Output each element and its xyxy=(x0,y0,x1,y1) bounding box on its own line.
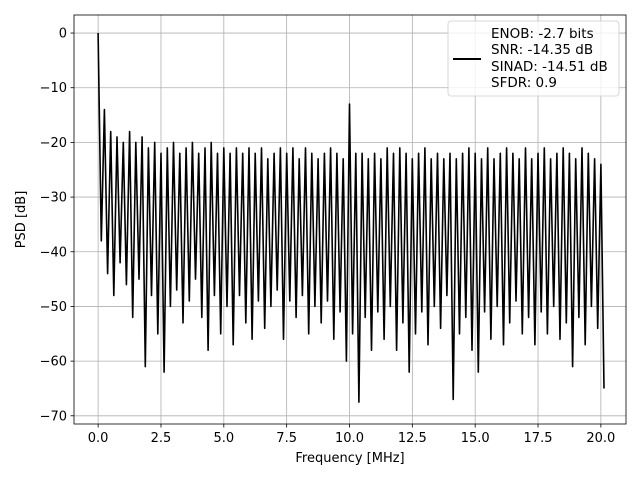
x-tick-label: 17.5 xyxy=(524,431,553,446)
y-tick-label: −70 xyxy=(40,409,67,424)
x-tick-label: 12.5 xyxy=(398,431,427,446)
x-tick-label: 0.0 xyxy=(88,431,109,446)
y-axis-ticks: 0 −10 −20 −30 −40 −50 −60 −70 xyxy=(40,27,74,424)
legend-box xyxy=(447,20,620,97)
y-tick-label: −30 xyxy=(40,191,67,206)
x-tick-label: 7.5 xyxy=(276,431,297,446)
legend-sinad: SINAD: -14.51 dB xyxy=(491,59,608,75)
x-tick-label: 10.0 xyxy=(335,431,364,446)
y-axis-label: PSD [dB] xyxy=(14,191,29,249)
plot-area xyxy=(97,32,605,403)
y-tick-label: −20 xyxy=(40,136,67,151)
legend-snr: SNR: -14.35 dB xyxy=(491,42,593,58)
x-axis-ticks: 0.0 2.5 5.0 7.5 10.0 12.5 15.0 17.5 20.0 xyxy=(88,424,615,446)
y-tick-label: −40 xyxy=(40,245,67,260)
psd-series-line xyxy=(97,32,605,403)
y-tick-label: −10 xyxy=(40,81,67,96)
legend-enob: ENOB: -2.7 bits xyxy=(491,26,594,42)
x-tick-label: 20.0 xyxy=(586,431,615,446)
y-tick-label: −60 xyxy=(40,355,67,370)
axes-frame xyxy=(73,14,627,425)
y-tick-label: −50 xyxy=(40,300,67,315)
legend-sfdr: SFDR: 0.9 xyxy=(491,75,557,91)
y-tick-label: 0 xyxy=(59,27,67,42)
legend: ENOB: -2.7 bits SNR: -14.35 dB SINAD: -1… xyxy=(447,20,620,97)
x-axis-label: Frequency [MHz] xyxy=(295,451,404,466)
x-tick-label: 5.0 xyxy=(213,431,234,446)
x-tick-label: 2.5 xyxy=(151,431,172,446)
x-tick-label: 15.0 xyxy=(461,431,490,446)
